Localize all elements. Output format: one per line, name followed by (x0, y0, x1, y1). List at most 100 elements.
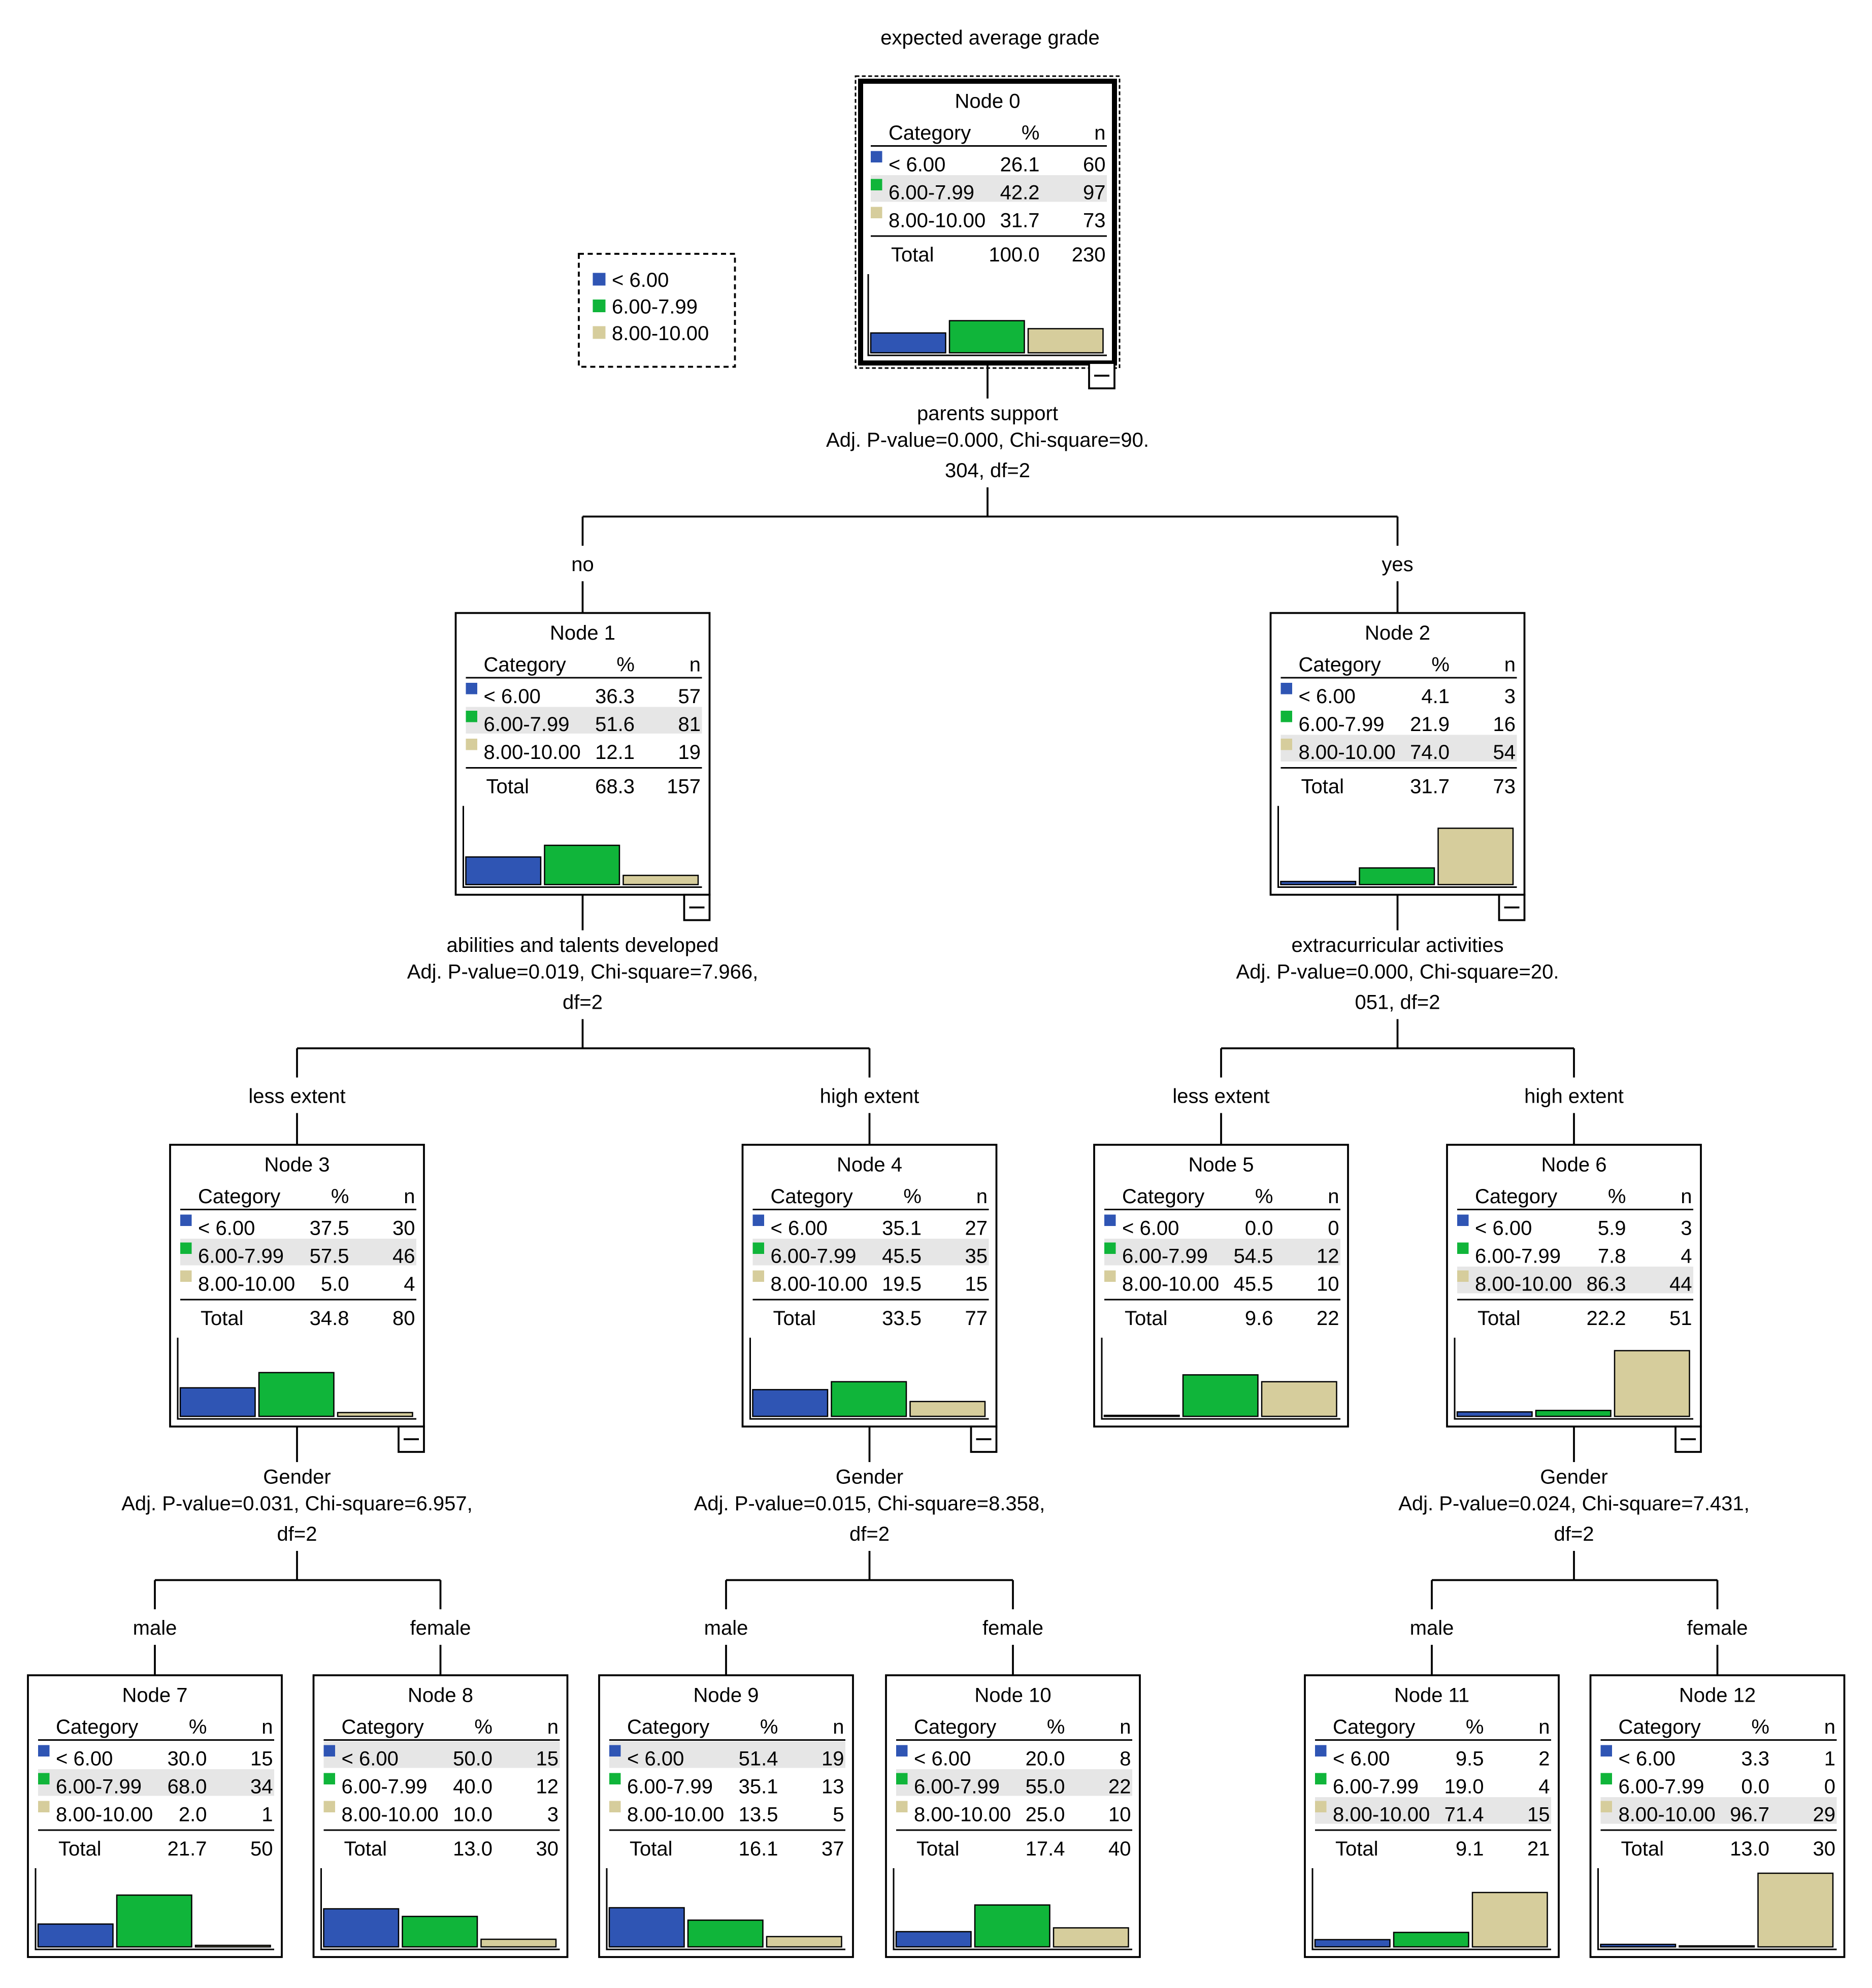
tree-node-4[interactable]: Node 4 Category% n < 6.00 35.1 27 6.00-7.99 45.… (741, 1144, 998, 1453)
category-count: 3 (1681, 1217, 1692, 1240)
total-count: 21 (1527, 1838, 1550, 1860)
column-header-n: n (1094, 122, 1105, 144)
category-percent: 7.8 (1598, 1245, 1626, 1268)
branch-label: female (1687, 1617, 1748, 1639)
tree-node-10[interactable]: Node 10 Category% n < 6.00 20.0 8 6.00-7.99 55.… (885, 1674, 1141, 1958)
split-statistics: df=2 (563, 991, 603, 1014)
bar-axes (606, 1868, 845, 1950)
bar-8to10 (1614, 1350, 1690, 1417)
collapse-icon[interactable] (1674, 1426, 1702, 1453)
modal-row-highlight (896, 1769, 1132, 1796)
tree-node-8[interactable]: Node 8 Category% n < 6.00 50.0 15 6.00-7.99 40.… (312, 1674, 569, 1958)
category-swatch (1280, 683, 1292, 694)
category-swatch (1315, 1801, 1327, 1812)
category-percent: 40.0 (453, 1776, 492, 1798)
category-count: 5 (833, 1804, 844, 1826)
category-count: 97 (1083, 182, 1106, 204)
category-swatch (896, 1773, 908, 1784)
category-count: 15 (250, 1748, 273, 1770)
tree-node-0[interactable]: Node 0 Category% n < 6.00 26.1 60 6.00-7.99 42.… (855, 75, 1121, 389)
total-label: Total (1621, 1838, 1664, 1860)
bar-8to10 (1437, 827, 1514, 885)
category-percent: 2.0 (179, 1804, 207, 1826)
category-swatch (38, 1773, 50, 1784)
category-percent: 0.0 (1245, 1217, 1273, 1240)
total-percent: 13.0 (1730, 1838, 1769, 1860)
total-label: Total (1477, 1307, 1521, 1330)
category-swatch (1457, 1214, 1469, 1226)
legend: < 6.00 6.00-7.99 8.00-10.00 (578, 253, 736, 368)
category-label: < 6.00 (889, 154, 945, 176)
column-header-n: n (1538, 1716, 1550, 1738)
node-title: Node 2 (1365, 622, 1430, 644)
bar-8to10 (1261, 1381, 1337, 1417)
total-label: Total (916, 1838, 960, 1860)
column-header-n: n (261, 1716, 273, 1738)
collapse-icon[interactable] (398, 1426, 425, 1453)
category-percent: 0.0 (1741, 1776, 1769, 1798)
collapse-icon[interactable] (683, 893, 711, 921)
total-percent: 68.3 (595, 776, 635, 798)
category-percent: 35.1 (882, 1217, 922, 1240)
bar-6to8 (544, 844, 620, 885)
bar-6to8 (258, 1372, 335, 1417)
category-count: 12 (1317, 1245, 1339, 1268)
legend-border (578, 253, 736, 368)
bar-8to10 (766, 1936, 842, 1948)
total-label: Total (630, 1838, 673, 1860)
category-swatch (609, 1773, 621, 1784)
category-percent: 5.9 (1598, 1217, 1626, 1240)
tree-node-7[interactable]: Node 7 Category% n < 6.00 30.0 15 6.00-7.99 68.… (27, 1674, 283, 1958)
total-label: Total (773, 1307, 816, 1330)
bar-axes (35, 1868, 274, 1950)
category-percent: 20.0 (1026, 1748, 1065, 1770)
category-swatch (466, 739, 477, 750)
category-label: 6.00-7.99 (56, 1776, 142, 1798)
bar-lt6 (752, 1389, 829, 1417)
category-swatch (1457, 1270, 1469, 1282)
category-label: 6.00-7.99 (771, 1245, 857, 1268)
total-count: 157 (667, 776, 701, 798)
category-label: 8.00-10.00 (889, 210, 986, 232)
total-label: Total (891, 244, 934, 266)
category-label: < 6.00 (1299, 685, 1356, 708)
category-percent: 68.0 (168, 1776, 207, 1798)
category-percent: 5.0 (321, 1273, 349, 1296)
total-label: Total (344, 1838, 387, 1860)
category-swatch (1280, 711, 1292, 722)
collapse-icon[interactable] (1498, 893, 1526, 921)
tree-node-12[interactable]: Node 12 Category% n < 6.00 3.3 1 6.00-7.99 0.0 0… (1589, 1674, 1846, 1958)
tree-node-1[interactable]: Node 1 Category% n < 6.00 36.3 57 6.00-7.99 51.… (454, 612, 711, 921)
collapse-icon[interactable] (1088, 362, 1115, 389)
bar-axes (463, 806, 702, 888)
tree-node-11[interactable]: Node 11 Category% n < 6.00 9.5 2 6.00-7.99 19.0… (1304, 1674, 1560, 1958)
tree-node-2[interactable]: Node 2 Category% n < 6.00 4.1 3 6.00-7.99 21.9 1… (1269, 612, 1526, 921)
tree-node-6[interactable]: Node 6 Category% n < 6.00 5.9 3 6.00-7.99 7.8 4 8… (1446, 1144, 1702, 1453)
category-label: < 6.00 (342, 1748, 399, 1770)
category-count: 46 (392, 1245, 415, 1268)
category-count: 3 (1504, 685, 1516, 708)
category-percent: 19.5 (882, 1273, 922, 1296)
bar-6to8 (948, 320, 1025, 354)
total-percent: 22.2 (1587, 1307, 1626, 1330)
total-percent: 100.0 (989, 244, 1039, 266)
total-label: Total (1125, 1307, 1168, 1330)
bar-8to10 (1027, 328, 1104, 354)
tree-node-9[interactable]: Node 9 Category% n < 6.00 51.4 19 6.00-7.99 35.… (598, 1674, 854, 1958)
tree-node-3[interactable]: Node 3 Category% n < 6.00 37.5 30 6.00-7.99 57.… (169, 1144, 425, 1453)
category-count: 44 (1669, 1273, 1692, 1296)
category-percent: 51.4 (739, 1748, 778, 1770)
bar-axes (749, 1338, 989, 1420)
category-label: 8.00-10.00 (198, 1273, 295, 1296)
branch-label: male (133, 1617, 177, 1639)
column-header-percent: % (189, 1716, 207, 1738)
split-statistics: Adj. P-value=0.015, Chi-square=8.358, (694, 1493, 1045, 1515)
branch-label: yes (1382, 553, 1413, 576)
collapse-icon[interactable] (970, 1426, 998, 1453)
branch-label: less extent (1172, 1085, 1269, 1108)
tree-node-5[interactable]: Node 5 Category% n < 6.00 0.0 0 6.00-7.99 54.5 1… (1093, 1144, 1349, 1428)
branch-label: high extent (820, 1085, 919, 1108)
category-count: 60 (1083, 154, 1106, 176)
category-percent: 50.0 (453, 1748, 492, 1770)
category-label: 8.00-10.00 (1122, 1273, 1219, 1296)
